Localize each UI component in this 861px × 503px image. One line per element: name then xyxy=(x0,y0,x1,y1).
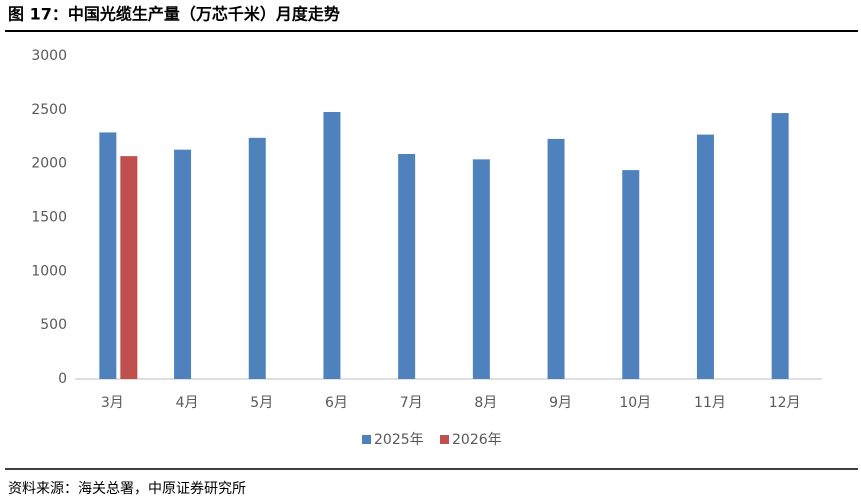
y-tick-label: 1000 xyxy=(31,263,67,279)
bar xyxy=(174,149,192,379)
x-tick-label: 8月 xyxy=(474,395,497,411)
y-tick-label: 3000 xyxy=(31,48,67,64)
legend-label: 2025年 xyxy=(374,432,424,448)
bar xyxy=(323,111,341,379)
x-tick-label: 4月 xyxy=(176,395,199,411)
bar xyxy=(398,153,416,379)
source: 资料来源：海关总署，中原证券研究所 xyxy=(8,481,246,497)
x-tick-label: 5月 xyxy=(250,395,273,411)
bar xyxy=(120,156,138,379)
bar xyxy=(547,138,565,379)
legend-swatch xyxy=(362,435,371,444)
x-tick-label: 3月 xyxy=(101,395,124,411)
x-tick-label: 10月 xyxy=(619,395,651,411)
bar xyxy=(99,132,117,379)
y-tick-label: 2500 xyxy=(31,102,67,118)
legend-label: 2026年 xyxy=(452,432,502,448)
bar xyxy=(248,137,266,379)
bar xyxy=(472,159,490,379)
y-tick-label: 2000 xyxy=(31,156,67,172)
x-tick-label: 9月 xyxy=(549,395,572,411)
y-tick-label: 500 xyxy=(40,317,67,333)
bar xyxy=(622,170,640,379)
chart-title: 图 17：中国光缆生产量（万芯千米）月度走势 xyxy=(8,5,340,24)
x-tick-label: 12月 xyxy=(769,395,801,411)
x-tick-label: 7月 xyxy=(400,395,423,411)
y-tick-label: 1500 xyxy=(31,210,67,226)
bar xyxy=(771,113,789,380)
y-tick-label: 0 xyxy=(58,371,67,387)
legend-swatch xyxy=(440,435,449,444)
x-tick-label: 6月 xyxy=(325,395,348,411)
x-tick-label: 11月 xyxy=(694,395,726,411)
bar xyxy=(696,134,714,379)
